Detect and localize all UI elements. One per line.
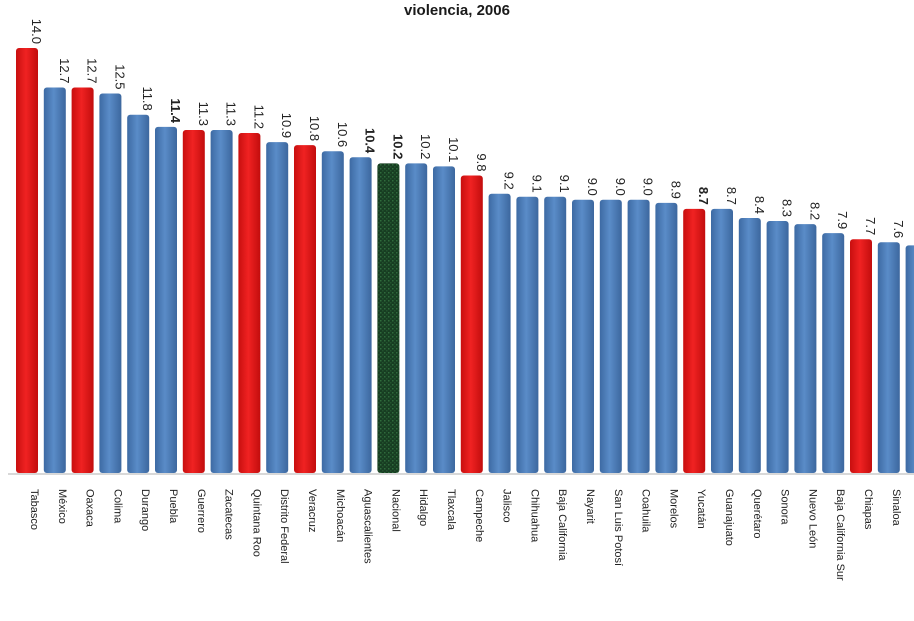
category-label: Jalisco [501, 489, 513, 523]
category-label: Tlaxcala [445, 489, 457, 531]
bar-tlaxcala [433, 166, 455, 473]
category-label: Veracruz [306, 489, 318, 532]
category-label: San Luis Potosí [612, 489, 624, 566]
bar-tabasco [16, 48, 38, 473]
value-label: 7.7 [863, 217, 878, 235]
bar-nuevo-león [794, 224, 817, 473]
value-label: 14.0 [29, 19, 44, 44]
value-label: 11.3 [224, 102, 239, 126]
bar-sonora [766, 221, 789, 473]
bar-distrito-federal [266, 142, 289, 473]
value-label: 9.2 [502, 172, 517, 190]
value-label: 10.4 [363, 128, 378, 154]
category-label: Nuevo León [806, 489, 818, 548]
bar-tamaulipas [905, 245, 914, 473]
category-label: Nayarit [584, 489, 596, 524]
value-label: 12.5 [112, 64, 127, 89]
bar-morelos [655, 202, 678, 474]
value-label: 9.0 [641, 178, 656, 196]
bar-veracruz [294, 145, 316, 473]
value-label: 11.2 [251, 105, 266, 129]
category-label: Colima [111, 489, 123, 524]
bar-baja-california [544, 196, 567, 473]
bar-jalisco [488, 193, 511, 473]
value-label: 9.1 [529, 175, 544, 193]
category-label: Zacatecas [223, 489, 235, 540]
bar-coahuila [627, 199, 650, 474]
category-label: Baja California [556, 489, 568, 561]
category-label: Quintana Roo [250, 489, 262, 557]
bar-quintana-roo [238, 133, 261, 473]
category-label: Distrito Federal [278, 489, 290, 564]
value-label: 10.8 [307, 116, 322, 141]
category-label: Baja California Sur [834, 489, 846, 581]
bar-durango [127, 114, 150, 474]
category-label: Sonora [779, 489, 791, 525]
value-label: 10.1 [446, 137, 461, 162]
value-label: 8.2 [807, 202, 822, 220]
bar-aguascalientes [349, 157, 372, 474]
category-label: Guanajuato [723, 489, 735, 546]
category-label: Michoacán [334, 489, 346, 542]
bar-chihuahua [516, 196, 539, 473]
bar-guerrero [182, 129, 205, 473]
bar-hidalgo [405, 163, 428, 473]
value-label: 11.4 [168, 98, 183, 123]
category-label: México [56, 489, 68, 524]
bar-sinaloa [877, 242, 900, 473]
bar-san-luis-potosí [599, 199, 622, 474]
category-label: Aguascalientes [362, 489, 374, 564]
value-label: 9.8 [474, 153, 489, 171]
bar-michoacán [321, 151, 344, 473]
category-label: Chihuahua [528, 489, 540, 543]
value-label: 7.6 [891, 220, 906, 238]
value-label: 12.7 [85, 58, 100, 83]
bar-baja-california-sur [822, 233, 845, 473]
bar-méxico [43, 87, 66, 473]
category-label: Nacional [389, 489, 401, 532]
value-label: 9.1 [557, 175, 572, 193]
category-label: Sinaloa [890, 489, 902, 527]
value-label: 11.3 [196, 102, 211, 126]
value-label: 9.0 [613, 178, 628, 196]
value-label: 8.4 [752, 196, 767, 214]
bar-campeche [460, 175, 483, 473]
category-label: Coahuila [640, 489, 652, 533]
bar-nacional [377, 163, 400, 473]
category-label: Guerrero [195, 489, 207, 533]
category-label: Oaxaca [84, 489, 96, 528]
bar-guanajuato [711, 208, 733, 473]
value-label: 10.9 [279, 113, 294, 138]
value-label: 12.7 [57, 58, 72, 83]
category-label: Tabasco [28, 489, 40, 530]
value-label: 11.8 [140, 86, 155, 110]
category-label: Querétaro [751, 489, 763, 539]
bar-zacatecas [210, 129, 233, 473]
value-label: 7.9 [835, 211, 850, 229]
category-label: Durango [139, 489, 151, 531]
category-label: Hidalgo [417, 489, 429, 526]
value-label: 8.7 [724, 187, 739, 205]
category-label: Chiapas [862, 489, 874, 530]
value-label: 8.7 [696, 187, 711, 205]
value-label: 10.6 [335, 122, 350, 147]
value-label: 9.0 [585, 178, 600, 196]
category-label: Puebla [167, 489, 179, 524]
bar-oaxaca [71, 87, 94, 473]
chart-title: violencia, 2006 [404, 2, 510, 19]
bar-nayarit [572, 199, 594, 474]
bar-yucatán [683, 208, 706, 473]
value-label: 8.3 [780, 199, 795, 217]
category-label: Yucatán [695, 489, 707, 529]
bar-chiapas [850, 239, 872, 473]
category-label: Campeche [473, 489, 485, 542]
bar-puebla [155, 126, 177, 473]
bar-colima [99, 93, 122, 474]
value-label: 10.2 [418, 134, 433, 159]
value-label: 8.9 [668, 181, 683, 199]
bar-querétaro [738, 218, 761, 473]
category-label: Morelos [667, 489, 679, 529]
value-label: 10.2 [390, 134, 405, 159]
